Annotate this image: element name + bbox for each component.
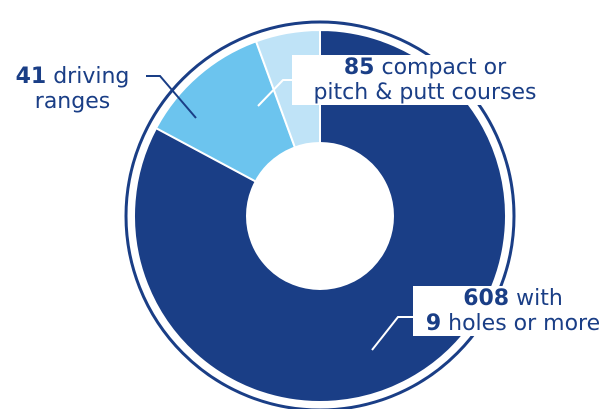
label-41-line1: driving: [53, 64, 130, 89]
value-41: 41: [15, 64, 47, 89]
label-608-line1: with: [516, 286, 563, 311]
label-85-line2: pitch & putt courses: [313, 80, 537, 105]
label-85-line1: compact or: [381, 55, 507, 80]
value-85: 85: [343, 55, 375, 80]
leader-lines: [257, 79, 417, 351]
leader-line-85: [257, 79, 296, 107]
outer-ring: [124, 20, 516, 409]
inner-ring: [246, 142, 394, 290]
center-hole: [257, 153, 383, 279]
label-driving-ranges: 41 driving ranges: [6, 64, 139, 114]
leader-line-41: [146, 75, 197, 119]
label-608-line2: holes or more: [448, 311, 601, 336]
label-9-holes: 608 with 9 holes or more: [413, 286, 613, 336]
label-41-line2: ranges: [34, 89, 111, 114]
value-9: 9: [425, 311, 442, 336]
value-608: 608: [463, 286, 510, 311]
leader-line-608: [371, 316, 417, 351]
label-compact-courses: 85 compact or pitch & putt courses: [292, 55, 558, 105]
